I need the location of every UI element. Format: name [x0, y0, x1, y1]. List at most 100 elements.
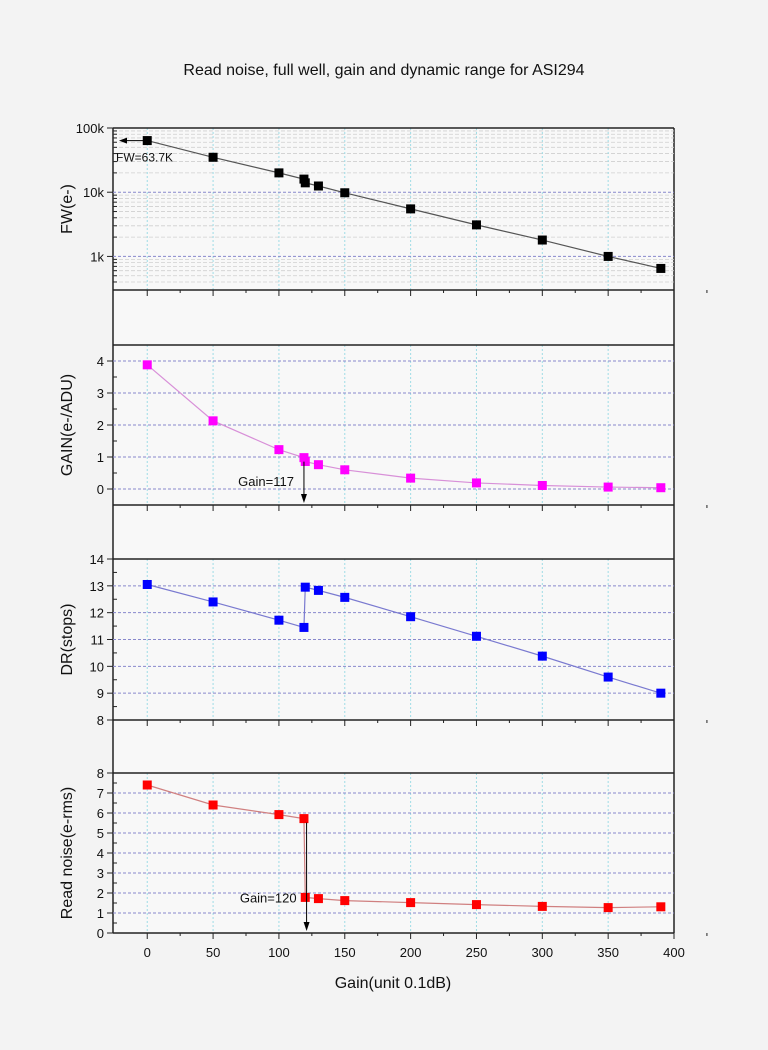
series-line-rn [147, 784, 661, 909]
data-point-fw [208, 152, 218, 162]
y-tick-label: 3 [97, 386, 104, 401]
data-point-dr [274, 615, 284, 625]
y-tick-label: 2 [97, 418, 104, 433]
data-point-rn [471, 900, 481, 910]
y-axis-label-gain: GAIN(e-/ADU) [59, 374, 76, 476]
y-tick-label: 12 [90, 606, 104, 621]
data-point-gain [471, 478, 481, 488]
data-point-rn [208, 800, 218, 810]
x-tick-label: 250 [466, 945, 488, 960]
y-tick-label: 14 [90, 552, 104, 567]
y-tick-label: 2 [97, 886, 104, 901]
y-tick-label: 0 [97, 926, 104, 941]
x-axis-label: Gain(unit 0.1dB) [335, 975, 452, 992]
data-point-fw [406, 204, 416, 214]
data-point-gain [313, 460, 323, 470]
panel-gain: 0 1 2 3 4 GAIN(e-/ADU) Gain=117 [59, 344, 708, 511]
panel-rn: 0 1 2 3 4 5 6 7 8 Read noise(e-rms) Gain=120 [59, 766, 708, 941]
plot-background [113, 128, 674, 933]
data-point-dr [313, 585, 323, 595]
data-point-gain [142, 360, 152, 370]
y-tick-label: 4 [97, 846, 104, 861]
data-point-dr [471, 631, 481, 641]
x-tick-label: 50 [206, 945, 220, 960]
y-tick-label: 1 [97, 906, 104, 921]
y-tick-label: 7 [97, 786, 104, 801]
data-point-gain [274, 445, 284, 455]
x-tick-label: 100 [268, 945, 290, 960]
data-point-rn [603, 903, 613, 913]
series-line-dr [147, 583, 662, 694]
data-point-fw [471, 220, 481, 230]
data-point-fw [537, 235, 547, 245]
data-point-rn [142, 780, 152, 790]
data-point-gain [603, 482, 613, 492]
arrow-head-icon [303, 922, 310, 931]
annotation-label: FW=63.7K [116, 151, 173, 165]
y-tick-label: 100k [76, 121, 105, 136]
data-point-gain [340, 465, 350, 475]
data-point-rn [656, 902, 666, 912]
data-point-dr [406, 612, 416, 622]
y-axis-label-dr: DR(stops) [59, 603, 76, 675]
data-point-dr [537, 651, 547, 661]
series-line-fw [147, 139, 661, 270]
y-tick-label: 3 [97, 866, 104, 881]
data-point-dr [340, 592, 350, 602]
y-tick-label: 9 [97, 686, 104, 701]
y-tick-label: 10k [83, 185, 104, 200]
y-tick-label: 8 [97, 713, 104, 728]
x-tick-label: 150 [334, 945, 356, 960]
data-point-gain [406, 473, 416, 483]
y-tick-label: 8 [97, 766, 104, 781]
annotation-label: Gain=120 [240, 890, 297, 905]
chart-title: Read noise, full well, gain and dynamic … [183, 62, 584, 79]
data-point-rn [300, 892, 310, 902]
data-point-dr [299, 622, 309, 632]
data-point-fw [603, 251, 613, 261]
y-tick-label: 10 [90, 659, 104, 674]
y-tick-label: 13 [90, 579, 104, 594]
y-axis-label-fw: FW(e-) [59, 184, 76, 234]
data-point-gain [656, 483, 666, 493]
data-point-fw [274, 168, 284, 178]
data-point-rn [299, 814, 309, 824]
data-point-dr [603, 672, 613, 682]
x-tick-label: 0 [144, 945, 151, 960]
arrow-head-icon [119, 137, 127, 144]
data-point-rn [313, 894, 323, 904]
data-point-fw [142, 136, 152, 146]
y-tick-label: 1k [90, 249, 104, 264]
y-tick-label: 11 [91, 633, 105, 648]
y-tick-label: 0 [97, 482, 104, 497]
x-tick-label: 350 [597, 945, 619, 960]
data-point-gain [537, 480, 547, 490]
y-tick-label: 5 [97, 826, 104, 841]
data-point-rn [537, 901, 547, 911]
y-tick-label: 6 [97, 806, 104, 821]
data-point-dr [656, 688, 666, 698]
y-tick-label: 1 [97, 450, 104, 465]
data-point-rn [340, 896, 350, 906]
data-point-fw [656, 263, 666, 273]
data-point-rn [406, 898, 416, 908]
x-tick-label: 200 [400, 945, 422, 960]
data-point-dr [300, 582, 310, 592]
y-tick-label: 4 [97, 354, 104, 369]
x-tick-label: 300 [531, 945, 553, 960]
y-axis-label-rn: Read noise(e-rms) [59, 787, 76, 919]
panel-dr: 8 9 10 11 12 13 14 DR(stops) [59, 552, 708, 728]
data-point-dr [208, 597, 218, 607]
data-point-dr [142, 579, 152, 589]
series-line-gain [146, 364, 661, 489]
data-point-gain [300, 456, 310, 466]
panel-fw: 1k 10k 100k FW(e-) FW=63.7K [59, 121, 708, 296]
arrow-head-icon [300, 494, 307, 503]
data-point-fw [313, 181, 323, 191]
data-point-fw [300, 178, 310, 188]
annotation-label: Gain=117 [238, 474, 294, 489]
data-point-rn [274, 810, 284, 820]
x-tick-label: 400 [663, 945, 685, 960]
data-point-gain [208, 416, 218, 426]
